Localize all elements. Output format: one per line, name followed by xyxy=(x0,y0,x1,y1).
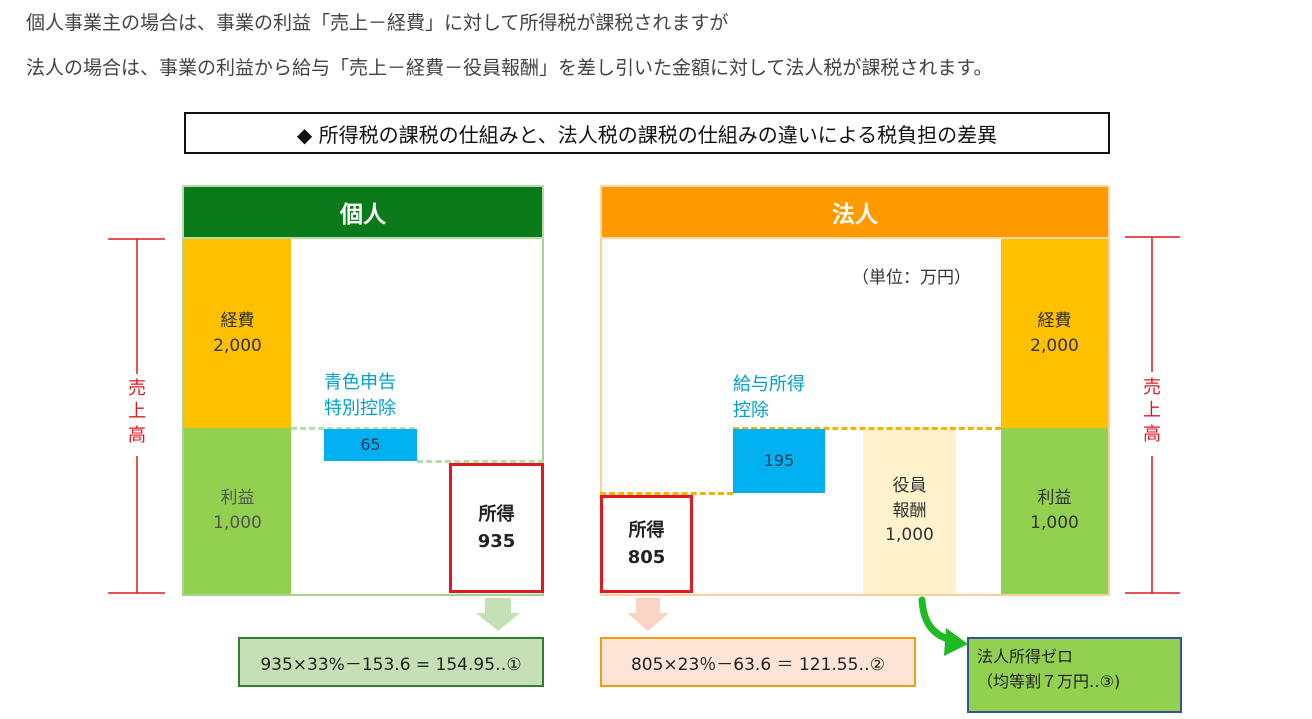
kojin-expense-label: 経費 xyxy=(220,310,255,331)
zero-arrow-head xyxy=(944,628,968,656)
kojin-profit-value: 1,000 xyxy=(213,513,262,533)
right-sales-char-2: 上 xyxy=(1143,400,1161,422)
right-sales-label: 売 上 高 xyxy=(1142,376,1162,447)
hojin-down-arrow xyxy=(627,598,669,631)
hojin-income-label: 所得 xyxy=(628,520,665,541)
kojin-deduction-note: 青色申告 特別控除 xyxy=(324,370,444,422)
kojin-dash-top xyxy=(291,427,415,430)
kojin-down-arrow xyxy=(476,598,520,631)
hojin-salary-value: 1,000 xyxy=(885,525,934,546)
hojin-salary-block: 役員 報酬 1,000 xyxy=(863,428,956,594)
intro-line-1: 個人事業主の場合は、事業の利益「売上－経費」に対して所得税が課税されますが xyxy=(26,12,729,34)
hojin-expense-block: 経費 2,000 xyxy=(1001,239,1108,428)
hojin-panel xyxy=(600,239,1110,596)
kojin-deduction-line1: 青色申告 xyxy=(324,372,396,393)
hojin-tax-formula: 805×23％－63.6 ＝ 121.55‥② xyxy=(600,637,916,687)
right-sales-char-3: 高 xyxy=(1143,423,1161,445)
left-sales-char-1: 売 xyxy=(128,378,146,399)
hojin-deduction-value: 195 xyxy=(763,451,795,471)
diagram-title: ◆ 所得税の課税の仕組みと、法人税の課税の仕組みの違いによる税負担の差異 xyxy=(184,112,1110,154)
hojin-dash-bottom xyxy=(600,492,733,495)
kojin-header: 個人 xyxy=(182,185,544,239)
hojin-profit-label: 利益 xyxy=(1037,488,1072,509)
kojin-profit-label: 利益 xyxy=(220,488,255,509)
left-sales-bracket xyxy=(108,238,165,594)
right-sales-bracket xyxy=(1125,236,1180,594)
hojin-deduction-note: 給与所得 控除 xyxy=(733,372,853,424)
zero-income-line1: 法人所得ゼロ xyxy=(977,647,1074,666)
hojin-zero-income-box: 法人所得ゼロ （均等割７万円‥③) xyxy=(967,637,1182,713)
hojin-expense-label: 経費 xyxy=(1037,310,1072,331)
hojin-deduction-line2: 控除 xyxy=(733,400,769,422)
hojin-profit-block: 利益 1,000 xyxy=(1001,428,1108,594)
left-sales-char-2: 上 xyxy=(128,401,146,423)
hojin-dash-top xyxy=(733,427,1001,430)
kojin-deduction-line2: 特別控除 xyxy=(324,398,396,420)
hojin-salary-line2: 報酬 xyxy=(892,500,927,521)
intro-line-2: 法人の場合は、事業の利益から給与「売上－経費－役員報酬」を差し引いた金額に対して… xyxy=(26,57,993,79)
kojin-income-value: 935 xyxy=(477,531,516,552)
kojin-expense-block: 経費 2,000 xyxy=(184,239,291,428)
kojin-income-box: 所得 935 xyxy=(449,463,544,593)
hojin-profit-value: 1,000 xyxy=(1030,513,1079,533)
kojin-deduction-block: 65 xyxy=(324,429,417,461)
hojin-salary-line1: 役員 xyxy=(892,476,927,497)
kojin-dash-bottom xyxy=(417,460,544,463)
kojin-profit-block: 利益 1,000 xyxy=(184,428,291,594)
hojin-income-box: 所得 805 xyxy=(600,495,693,593)
left-sales-char-3: 高 xyxy=(128,424,146,446)
hojin-deduction-block: 195 xyxy=(733,429,825,493)
zero-income-line2: （均等割７万円‥③) xyxy=(977,671,1121,691)
kojin-panel xyxy=(182,239,544,596)
kojin-income-label: 所得 xyxy=(478,504,515,525)
hojin-deduction-line1: 給与所得 xyxy=(733,374,805,395)
hojin-income-value: 805 xyxy=(627,547,666,568)
right-sales-char-1: 売 xyxy=(1143,377,1161,398)
hojin-header: 法人 xyxy=(600,185,1110,239)
unit-label: （単位：万円） xyxy=(852,268,971,288)
kojin-expense-value: 2,000 xyxy=(213,335,262,356)
kojin-deduction-value: 65 xyxy=(360,435,381,455)
left-sales-label: 売 上 高 xyxy=(127,377,147,448)
hojin-expense-value: 2,000 xyxy=(1030,335,1079,356)
kojin-tax-formula: 935×33%－153.6 = 154.95‥① xyxy=(238,637,544,687)
